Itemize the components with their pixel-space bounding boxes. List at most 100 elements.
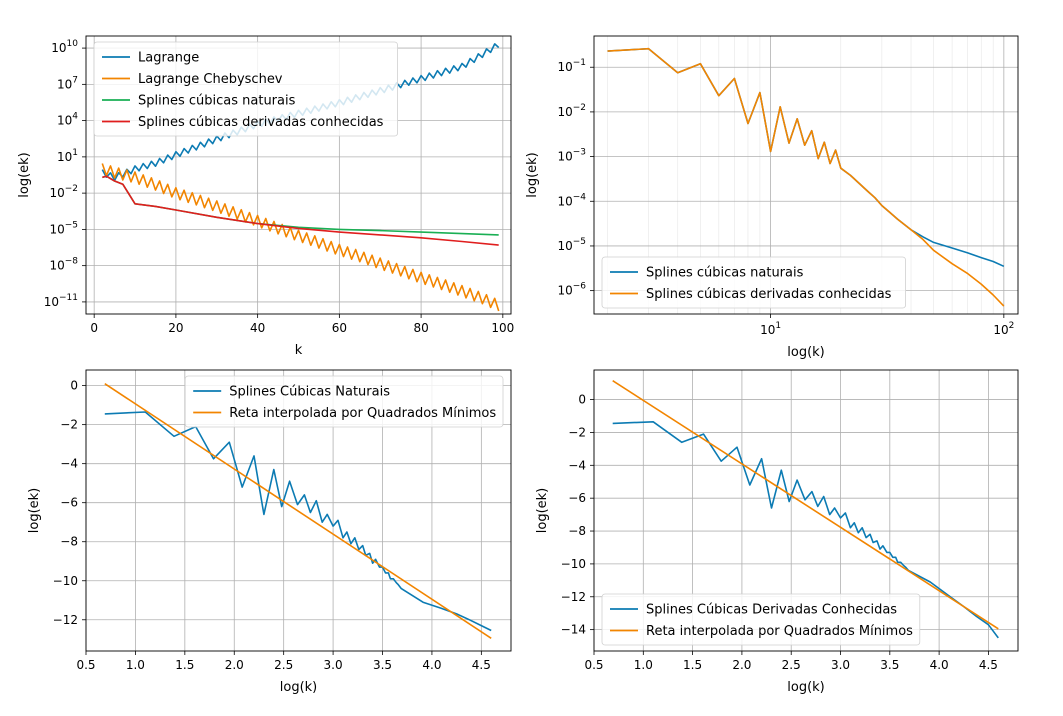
legend-box <box>93 41 399 137</box>
x-tick-label: 2.5 <box>274 658 293 672</box>
legend-entry: Lagrange <box>138 51 199 66</box>
y-tick-label: 10−2 <box>49 184 78 200</box>
series-line-2 <box>104 383 492 639</box>
axes-frame <box>85 369 512 652</box>
x-axis-label: k <box>295 343 303 358</box>
x-tick-label: 20 <box>168 321 183 335</box>
y-tick-label: −4 <box>568 458 586 472</box>
legend-entry: Lagrange Chebyschev <box>138 72 283 87</box>
x-tick-label: 2.0 <box>732 658 751 672</box>
y-tick-label: −12 <box>561 590 586 604</box>
x-tick-label: 1.5 <box>175 658 194 672</box>
x-tick-label: 0 <box>90 321 98 335</box>
y-tick-label: 10−1 <box>557 58 586 74</box>
series-line-4 <box>102 175 499 246</box>
y-tick-label: 0 <box>578 393 586 407</box>
y-tick-label: −10 <box>53 574 78 588</box>
legend-entry: Reta interpolada por Quadrados Mínimos <box>229 406 496 421</box>
series-line-1 <box>104 411 492 632</box>
x-tick-label: 3.0 <box>324 658 343 672</box>
axes-frame <box>85 35 512 315</box>
series-line-2 <box>607 47 1005 307</box>
series-group <box>104 383 492 639</box>
x-axis-label: log(k) <box>787 345 825 360</box>
legend-entry: Splines cúbicas derivadas conhecidas <box>138 115 384 130</box>
x-tick-label: 4.0 <box>930 658 949 672</box>
y-tick-label: −14 <box>561 623 586 637</box>
x-tick-label: 1.0 <box>126 658 145 672</box>
y-tick-label: 10−5 <box>49 220 78 236</box>
series-group <box>607 47 1005 307</box>
y-tick-label: 10−4 <box>557 192 586 208</box>
y-axis-label: log(ek) <box>27 488 42 534</box>
legend-box <box>601 593 921 646</box>
x-tick-label: 40 <box>250 321 265 335</box>
legend-entry: Splines cúbicas derivadas conhecidas <box>646 287 892 302</box>
legend-box <box>601 256 907 309</box>
chart-2: 101 102 10−6 10−5 10−4 10−3 10−2 10−1 log(k) log(… <box>525 35 1019 360</box>
series-line-1 <box>612 421 999 639</box>
y-tick-label: −4 <box>60 457 78 471</box>
x-tick-label: 1.0 <box>634 658 653 672</box>
y-tick-label: 10−8 <box>49 257 78 273</box>
x-tick-label: 4.0 <box>422 658 441 672</box>
y-tick-label: 0 <box>70 379 78 393</box>
y-tick-label: 10−6 <box>557 282 586 298</box>
y-tick-label: 10−2 <box>557 103 586 119</box>
y-tick-label: 10−11 <box>44 293 78 309</box>
y-tick-label: −6 <box>60 496 78 510</box>
y-tick-label: 101 <box>57 148 78 164</box>
y-tick-label: −12 <box>53 613 78 627</box>
y-axis-label: log(ek) <box>535 488 550 534</box>
chart-4: 0.5 1.0 1.5 2.0 2.5 3.0 3.5 4.0 4.5 −14 −12 −10 −8 −6… <box>535 369 1019 695</box>
y-tick-label: 104 <box>57 112 78 128</box>
y-tick-label: 1010 <box>51 39 78 55</box>
y-tick-label: 10−5 <box>557 237 586 253</box>
legend: Splines cúbicas naturais Splines cúbicas … <box>601 256 907 309</box>
y-axis-label: log(ek) <box>17 152 32 198</box>
y-tick-label: −8 <box>568 524 586 538</box>
chart-1: 0 20 40 60 80 100 10−11 10−8 10−5 10−2 101 104 107 10… <box>17 35 514 358</box>
chart-3: 0.5 1.0 1.5 2.0 2.5 3.0 3.5 4.0 4.5 −12 −10 −8 −6 −4 −… <box>27 369 512 695</box>
series-line-1 <box>607 47 1005 268</box>
x-tick-label: 2.0 <box>225 658 244 672</box>
legend-entry: Splines cúbicas naturais <box>646 266 804 281</box>
series-line-2 <box>612 380 999 630</box>
legend-entry: Splines cúbicas naturais <box>138 94 296 109</box>
x-tick-label: 4.5 <box>979 658 998 672</box>
series-line-3 <box>102 175 499 236</box>
axes-frame <box>593 369 1019 652</box>
y-axis-label: log(ek) <box>525 152 540 198</box>
series-group <box>612 380 999 639</box>
x-tick-label: 3.5 <box>880 658 899 672</box>
x-tick-label: 100 <box>491 321 514 335</box>
y-tick-label: 10−3 <box>557 148 586 164</box>
y-tick-label: −2 <box>60 418 78 432</box>
y-tick-label: 107 <box>57 75 78 91</box>
x-axis-label: log(k) <box>787 680 825 695</box>
legend-entry: Splines Cúbicas Naturais <box>229 385 390 400</box>
x-tick-label: 102 <box>993 321 1014 337</box>
legend: Splines Cúbicas Derivadas Conhecidas Reta… <box>601 593 921 646</box>
y-tick-label: −8 <box>60 535 78 549</box>
x-tick-label: 80 <box>413 321 428 335</box>
y-tick-label: −6 <box>568 491 586 505</box>
x-tick-label: 101 <box>760 321 781 337</box>
x-tick-label: 3.5 <box>373 658 392 672</box>
x-tick-label: 3.0 <box>831 658 850 672</box>
x-tick-label: 0.5 <box>584 658 603 672</box>
y-tick-label: −2 <box>568 425 586 439</box>
axes-frame <box>593 35 1019 315</box>
x-tick-label: 1.5 <box>683 658 702 672</box>
x-tick-label: 4.5 <box>472 658 491 672</box>
legend: Lagrange Lagrange Chebyschev Splines cúbic… <box>93 41 399 137</box>
x-axis-label: log(k) <box>280 680 318 695</box>
legend-box <box>184 375 504 428</box>
series-line-2 <box>101 163 500 312</box>
legend-entry: Splines Cúbicas Derivadas Conhecidas <box>646 603 897 618</box>
x-tick-label: 60 <box>332 321 347 335</box>
legend: Splines Cúbicas Naturais Reta interpolada… <box>184 375 504 428</box>
legend-entry: Reta interpolada por Quadrados Mínimos <box>646 624 913 639</box>
y-tick-label: −10 <box>561 557 586 571</box>
